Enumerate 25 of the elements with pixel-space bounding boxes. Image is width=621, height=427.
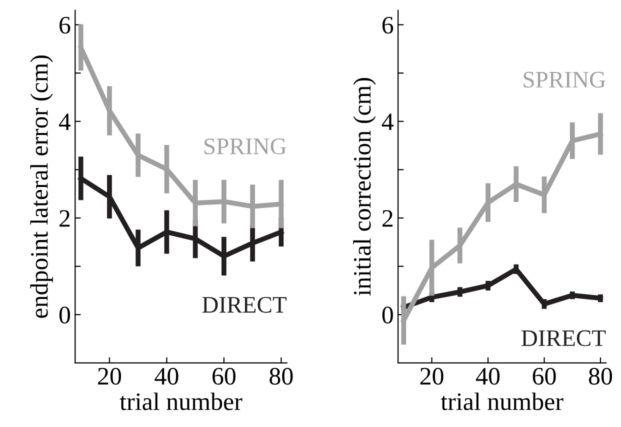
y-tick-label: 0 xyxy=(382,306,393,324)
y-tick-label: 6 xyxy=(382,16,394,34)
x-axis-title: trial number xyxy=(120,392,242,410)
x-tick-label: 60 xyxy=(532,368,556,385)
y-axis-title: initial correction (cm) xyxy=(353,78,376,296)
series-label: DIRECT xyxy=(522,330,606,346)
y-tick-label: 6 xyxy=(60,16,70,34)
x-tick-label: 40 xyxy=(154,368,178,385)
x-tick-label: 80 xyxy=(588,368,612,385)
x-tick-label: 20 xyxy=(98,368,122,385)
y-tick-label: 2 xyxy=(382,210,393,227)
x-tick-label: 20 xyxy=(420,368,444,385)
y-tick-label: 4 xyxy=(382,114,394,130)
y-axis-title: endpoint lateral error (cm) xyxy=(30,55,53,318)
series-label: SPRING xyxy=(204,138,286,154)
x-tick-label: 60 xyxy=(212,368,236,385)
line-series xyxy=(401,266,603,310)
x-axis-title: trial number xyxy=(440,392,564,410)
series-label: DIRECT xyxy=(202,296,287,313)
y-tick-label: 0 xyxy=(59,306,70,324)
x-tick-label: 40 xyxy=(476,368,500,385)
series-label: SPRING xyxy=(524,72,606,88)
y-tick-label: 4 xyxy=(58,114,71,130)
x-tick-label: 80 xyxy=(270,368,293,385)
y-tick-label: 2 xyxy=(60,210,70,227)
